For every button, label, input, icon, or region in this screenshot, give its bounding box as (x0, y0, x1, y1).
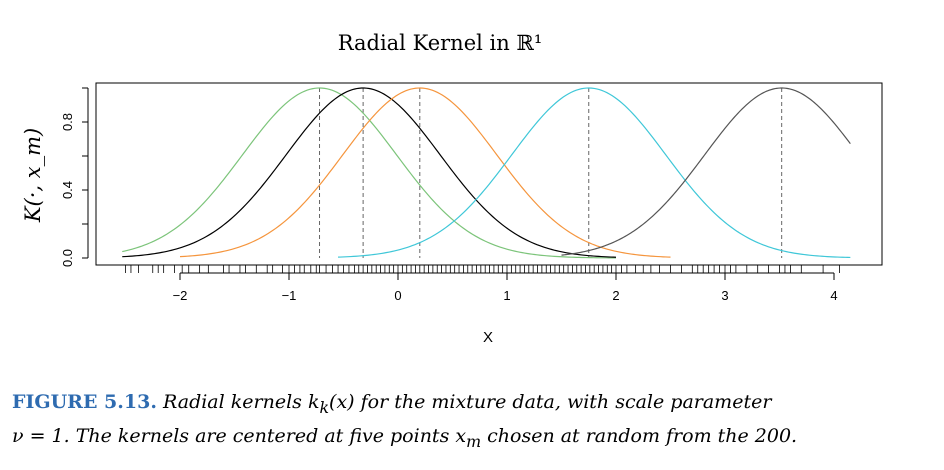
y-tick-label-2: 0.8 (60, 113, 75, 131)
caption-text-1: Radial kernels k (163, 391, 320, 413)
caption-text-2b: chosen at random from the 200. (481, 424, 798, 447)
kernel-series-4 (561, 87, 851, 256)
x-tick-label-1: −1 (282, 288, 297, 303)
kernel-series-2 (179, 87, 671, 258)
y-tick-label-1: 0.4 (60, 181, 75, 199)
caption-line-2: ν = 1. The kernels are centered at five … (12, 422, 937, 456)
plot-area (122, 87, 851, 259)
caption-sub-1: k (319, 397, 330, 417)
x-tick-label-5: 3 (721, 288, 728, 303)
x-tick-label-0: −2 (173, 288, 188, 303)
x-tick-label-6: 4 (830, 288, 837, 303)
figure-caption: FIGURE 5.13. Radial kernels kk(x) for th… (12, 388, 937, 456)
caption-text-2: ν = 1. The kernels are centered at five … (12, 424, 467, 447)
x-tick-label-4: 2 (612, 288, 619, 303)
caption-sub-2: m (466, 431, 482, 451)
chart: Radial Kernel in ℝ¹ −2 −1 0 1 2 3 4 0.0 0.4 0.8 X… (21, 31, 883, 346)
y-tick-label-0: 0.0 (60, 249, 75, 267)
y-axis-label: K(·, x_m) (21, 128, 45, 223)
axes: −2 −1 0 1 2 3 4 0.0 0.4 0.8 (60, 87, 840, 303)
caption-text-1b: (x) for the mixture data, with scale par… (329, 391, 772, 413)
plot-frame (95, 82, 883, 266)
x-tick-label-3: 1 (503, 288, 510, 303)
figure-label: FIGURE 5.13. (12, 391, 157, 413)
kernel-series-1 (122, 87, 617, 258)
x-axis-label: X (483, 329, 493, 346)
caption-line-1: FIGURE 5.13. Radial kernels kk(x) for th… (12, 388, 937, 422)
kernel-series-3 (338, 87, 851, 259)
x-tick-label-2: 0 (394, 288, 401, 303)
kernel-series-0 (122, 87, 617, 259)
chart-title: Radial Kernel in ℝ¹ (338, 31, 543, 55)
